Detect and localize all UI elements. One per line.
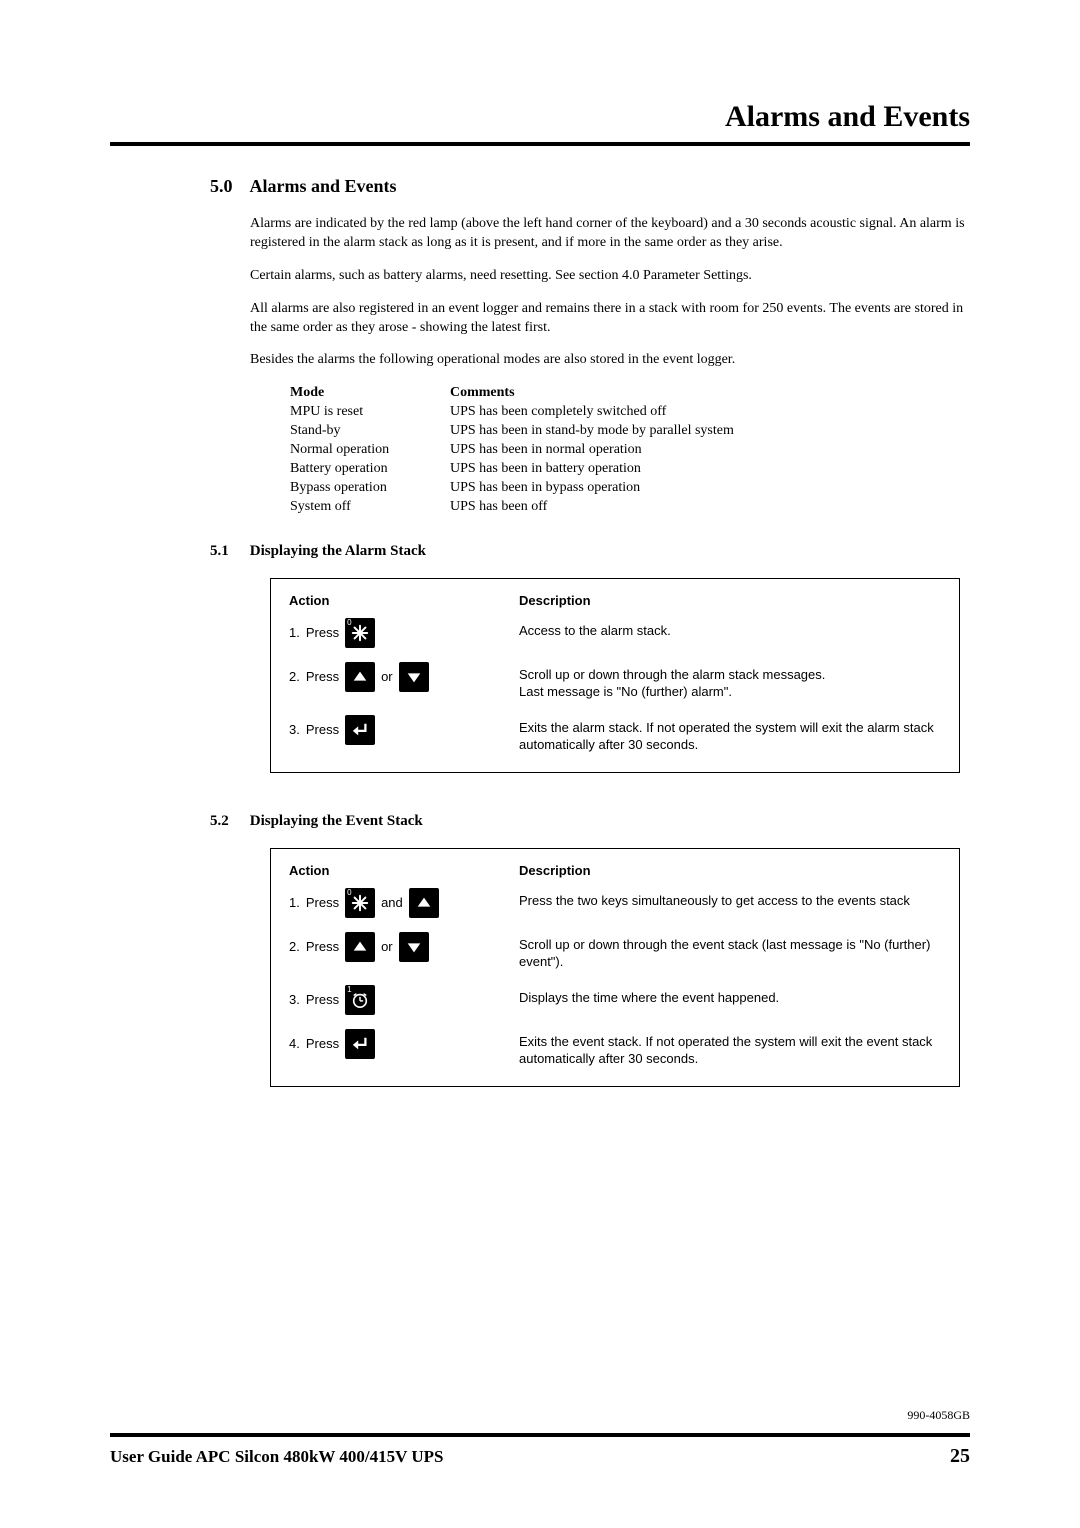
action-cell: 4. Press [289,1029,519,1059]
action-cell: 3. Press [289,715,519,745]
action-row: 3. Press Exits the alarm stack. If not o… [289,715,941,754]
page-header-title: Alarms and Events [110,100,970,134]
section-title: Alarms and Events [250,176,397,196]
action-header: Action [289,593,519,608]
action-cell: 3. Press 1 [289,985,519,1015]
comment-cell: UPS has been in stand-by mode by paralle… [450,422,970,441]
description-cell: Exits the event stack. If not operated t… [519,1029,941,1068]
main-content: 5.0 Alarms and Events Alarms are indicat… [110,176,970,1087]
action-row: 2. Press or Scroll up or down through th… [289,662,941,701]
clock-key-icon: 1 [345,985,375,1015]
up-key-icon [345,662,375,692]
action-box-51: Action Description 1. Press 0Access to t… [270,578,960,773]
table-row: Battery operationUPS has been in battery… [290,460,970,479]
action-row: 3. Press 1Displays the time where the ev… [289,985,941,1015]
mode-cell: Normal operation [290,441,450,460]
description-cell: Press the two keys simultaneously to get… [519,888,941,910]
down-key-icon [399,662,429,692]
description-header: Description [519,863,941,878]
paragraph: Alarms are indicated by the red lamp (ab… [250,215,970,253]
action-row: 4. Press Exits the event stack. If not o… [289,1029,941,1068]
mode-cell: Battery operation [290,460,450,479]
paragraph: All alarms are also registered in an eve… [250,300,970,338]
action-row: 1. Press 0 and Press the two keys simult… [289,888,941,918]
document-code: 990-4058GB [110,1408,970,1423]
description-header: Description [519,593,941,608]
comments-header: Comments [450,384,970,403]
subsection-heading: 5.2 Displaying the Event Stack [210,813,970,830]
asterisk-key-icon: 0 [345,618,375,648]
down-key-icon [399,932,429,962]
description-cell: Access to the alarm stack. [519,618,941,640]
comment-cell: UPS has been off [450,498,970,517]
action-row: 2. Press or Scroll up or down through th… [289,932,941,971]
page-footer: 990-4058GB User Guide APC Silcon 480kW 4… [110,1408,970,1468]
table-row: Normal operationUPS has been in normal o… [290,441,970,460]
description-cell: Scroll up or down through the alarm stac… [519,662,941,701]
action-header: Action [289,863,519,878]
description-cell: Exits the alarm stack. If not operated t… [519,715,941,754]
subsection-heading: 5.1 Displaying the Alarm Stack [210,543,970,560]
page-number: 25 [950,1445,970,1468]
description-cell: Displays the time where the event happen… [519,985,941,1007]
action-cell: 1. Press 0 and [289,888,519,918]
table-row: MPU is resetUPS has been completely swit… [290,403,970,422]
mode-table: Mode Comments MPU is resetUPS has been c… [290,384,970,516]
table-row: Bypass operationUPS has been in bypass o… [290,479,970,498]
mode-cell: MPU is reset [290,403,450,422]
enter-key-icon [345,715,375,745]
footer-rule [110,1433,970,1437]
header-rule [110,142,970,146]
comment-cell: UPS has been completely switched off [450,403,970,422]
up-key-icon [409,888,439,918]
section-number: 5.0 [210,176,246,197]
subsection-title: Displaying the Event Stack [250,813,423,829]
comment-cell: UPS has been in normal operation [450,441,970,460]
subsection-title: Displaying the Alarm Stack [250,543,426,559]
enter-key-icon [345,1029,375,1059]
subsection-number: 5.2 [210,813,246,830]
comment-cell: UPS has been in battery operation [450,460,970,479]
section-heading: 5.0 Alarms and Events [210,176,970,197]
mode-cell: Bypass operation [290,479,450,498]
table-row: Stand-byUPS has been in stand-by mode by… [290,422,970,441]
paragraph: Certain alarms, such as battery alarms, … [250,267,970,286]
footer-title: User Guide APC Silcon 480kW 400/415V UPS [110,1447,443,1467]
description-cell: Scroll up or down through the event stac… [519,932,941,971]
mode-cell: System off [290,498,450,517]
mode-cell: Stand-by [290,422,450,441]
action-box-52: Action Description 1. Press 0 and Press … [270,848,960,1087]
comment-cell: UPS has been in bypass operation [450,479,970,498]
action-cell: 2. Press or [289,662,519,692]
mode-header: Mode [290,384,450,403]
action-cell: 2. Press or [289,932,519,962]
paragraph: Besides the alarms the following operati… [250,351,970,370]
action-row: 1. Press 0Access to the alarm stack. [289,618,941,648]
up-key-icon [345,932,375,962]
subsection-number: 5.1 [210,543,246,560]
asterisk-key-icon: 0 [345,888,375,918]
action-cell: 1. Press 0 [289,618,519,648]
table-row: System offUPS has been off [290,498,970,517]
